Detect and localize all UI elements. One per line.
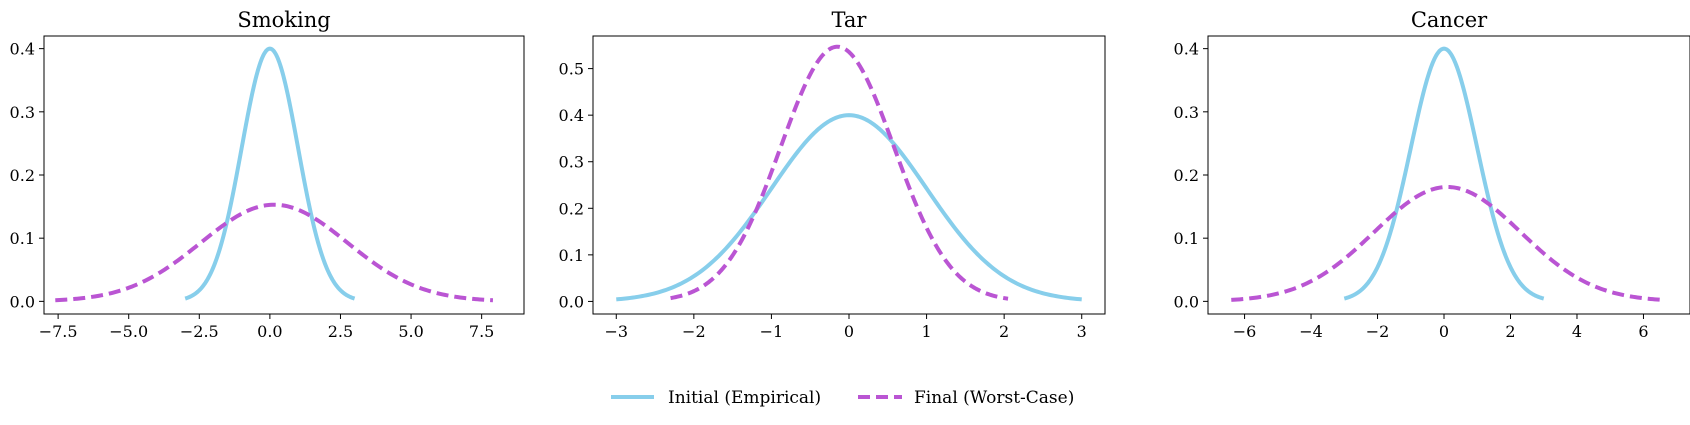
initial-empirical-curve-tar: [616, 113, 1082, 302]
subplot-smoking: Smoking −7.5 −5.0 −2.5 0.0 2.5 5.0 7.5 0.0 0.1 0.2…: [10, 8, 525, 341]
subplot-title-smoking: Smoking: [237, 8, 330, 32]
x-tick-label-cancer: −6: [1233, 322, 1257, 341]
initial-empirical-curve-smoking: [184, 46, 356, 301]
x-tick-label-tar: −1: [760, 322, 784, 341]
y-tick-label-cancer: 0.4: [1174, 40, 1199, 59]
final-worst-case-curve-cancer: [1231, 185, 1664, 302]
y-tick-label-smoking: 0.4: [10, 40, 35, 59]
x-tick-label-tar: 2: [999, 322, 1009, 341]
plot-frame-cancer: [1207, 35, 1690, 315]
x-tick-label-smoking: 7.5: [469, 322, 494, 341]
y-tick-label-cancer: 0.3: [1174, 103, 1199, 122]
y-tick-label-tar: 0.4: [559, 106, 584, 125]
curves-tar: [616, 44, 1082, 302]
y-tick-label-cancer: 0.2: [1174, 166, 1199, 185]
y-tick-label-cancer: 0.1: [1174, 229, 1199, 248]
y-tick-label-smoking: 0.1: [10, 229, 35, 248]
y-tick-label-tar: 0.5: [559, 60, 584, 79]
curves-smoking: [55, 46, 494, 303]
y-tick-label-smoking: 0.3: [10, 103, 35, 122]
final-worst-case-curve-tar: [670, 44, 1009, 301]
initial-empirical-curve-cancer: [1343, 46, 1545, 301]
x-tick-label-smoking: −2.5: [180, 322, 219, 341]
x-tick-label-tar: 0: [844, 322, 854, 341]
y-tick-label-smoking: 0.2: [10, 166, 35, 185]
x-tick-label-cancer: −4: [1299, 322, 1323, 341]
y-tick-label-smoking: 0.0: [10, 292, 35, 311]
subplots: Smoking −7.5 −5.0 −2.5 0.0 2.5 5.0 7.5 0.0 0.1 0.2…: [10, 8, 1690, 341]
subplot-title-tar: Tar: [832, 8, 868, 32]
x-tick-label-smoking: −7.5: [39, 322, 78, 341]
x-tick-label-cancer: 6: [1638, 322, 1648, 341]
x-tick-label-smoking: 5.0: [398, 322, 423, 341]
final-worst-case-curve-smoking: [55, 202, 494, 303]
legend-label-final: Final (Worst-Case): [914, 388, 1074, 408]
x-tick-label-smoking: −5.0: [109, 322, 148, 341]
subplot-cancer: Cancer −6 −4 −2 0 2 4 6 0.0 0.1 0.2 0.3 0.4: [1174, 8, 1690, 341]
y-tick-label-tar: 0.2: [559, 199, 584, 218]
x-tick-label-cancer: 0: [1439, 322, 1449, 341]
plot-frame-tar: [592, 35, 1106, 315]
x-tick-label-cancer: 4: [1572, 322, 1582, 341]
x-tick-label-tar: 3: [1077, 322, 1087, 341]
y-tick-label-tar: 0.0: [559, 292, 584, 311]
curves-cancer: [1231, 46, 1664, 302]
y-tick-label-tar: 0.1: [559, 246, 584, 265]
x-tick-label-tar: 1: [921, 322, 931, 341]
legend-label-initial: Initial (Empirical): [668, 388, 821, 408]
subplot-title-cancer: Cancer: [1411, 8, 1488, 32]
x-tick-label-cancer: 2: [1505, 322, 1515, 341]
y-tick-label-cancer: 0.0: [1174, 292, 1199, 311]
y-tick-label-tar: 0.3: [559, 153, 584, 172]
x-tick-label-smoking: 0.0: [257, 322, 282, 341]
x-tick-label-tar: −3: [604, 322, 628, 341]
legend: Initial (Empirical) Final (Worst-Case): [611, 388, 1074, 408]
x-tick-label-smoking: 2.5: [328, 322, 353, 341]
x-tick-label-tar: −2: [682, 322, 706, 341]
subplot-tar: Tar −3 −2 −1 0 1 2 3 0.0 0.1 0.2 0.3 0.4 0.5: [559, 8, 1106, 341]
x-tick-label-cancer: −2: [1366, 322, 1390, 341]
